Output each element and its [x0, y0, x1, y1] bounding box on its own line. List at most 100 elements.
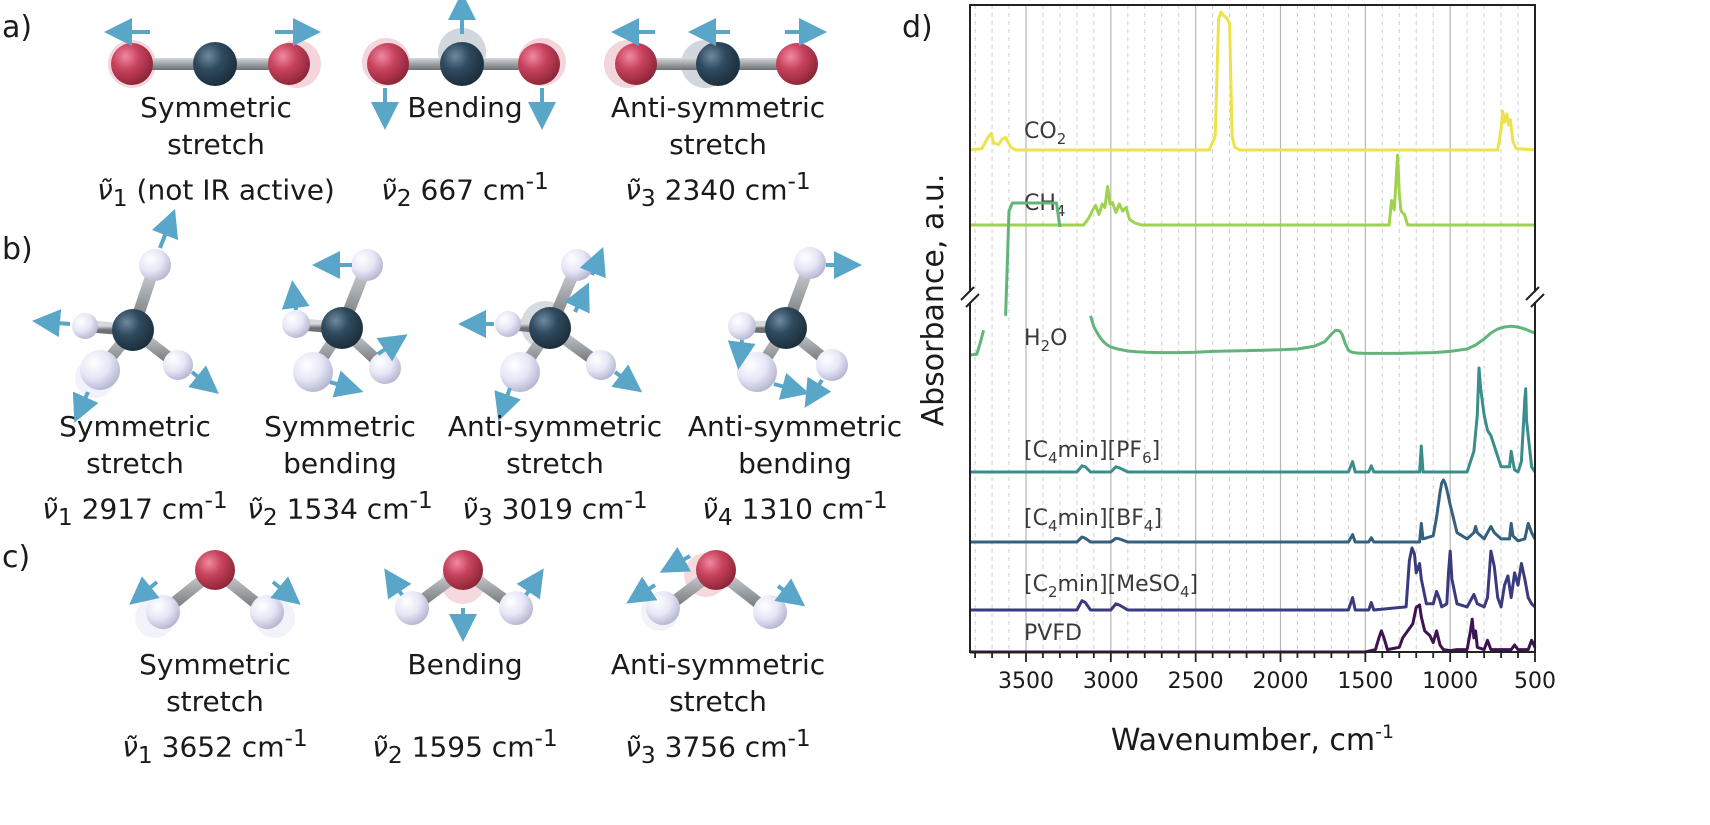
axis-break-gap: [962, 292, 978, 302]
mode-frequency: ν̃1 (not IR active): [96, 163, 336, 217]
mode-name-line2: stretch: [669, 685, 767, 718]
mode-value: 2340 cm: [655, 173, 788, 207]
nu-symbol: ν̃: [702, 492, 718, 526]
mode-index: 1: [112, 183, 128, 212]
mode-value: (not IR active): [127, 173, 335, 207]
mode-value: 1595 cm: [402, 730, 535, 764]
nu-symbol: ν̃: [42, 492, 58, 526]
panel-a-label: a): [2, 10, 33, 45]
nu-symbol: ν̃: [372, 730, 388, 764]
x-axis-title: Wavenumber, cm-1: [1111, 721, 1394, 758]
co2-mode-3-label: Anti-symmetric stretch ν̃3 2340 cm-1: [600, 89, 836, 217]
unit-exponent: -1: [284, 724, 308, 752]
mode-frequency: ν̃3 3019 cm-1: [440, 482, 670, 536]
ch4-symmetric-bending: [281, 249, 408, 398]
plot-frame: [969, 4, 1536, 653]
unit-exponent: -1: [534, 724, 558, 752]
series-line-0: [969, 10, 1536, 152]
panel-b-label: b): [2, 232, 33, 267]
mode-value: 2917 cm: [72, 492, 205, 526]
h2o-bending: [384, 550, 544, 642]
mode-name-line2: stretch: [167, 128, 265, 161]
ch4-mode-2-label: Symmetric bending ν̃2 1534 cm-1: [240, 408, 440, 536]
molecules-illustration: [32, 0, 862, 642]
x-tick-label: 3000: [1083, 669, 1139, 694]
mode-index: 3: [640, 183, 656, 212]
mode-value: 3019 cm: [492, 492, 625, 526]
y-axis-title: Absorbance, a.u.: [916, 174, 951, 427]
h2o-mode-2-label: Bending ν̃2 1595 cm-1: [360, 646, 570, 774]
unit-exponent: -1: [787, 724, 811, 752]
series-line-1: [970, 153, 1535, 227]
series-label-4: [C4min][BF4]: [1024, 506, 1162, 535]
nu-symbol: ν̃: [462, 492, 478, 526]
axis-break-mark: [1530, 293, 1545, 308]
mode-frequency: ν̃1 2917 cm-1: [35, 482, 235, 536]
panel-c-label: c): [2, 540, 31, 575]
nu-symbol: ν̃: [625, 730, 641, 764]
mode-name-line1: Symmetric: [139, 648, 291, 681]
mode-name-line2: bending: [283, 447, 397, 480]
mode-frequency: ν̃2 1595 cm-1: [360, 720, 570, 774]
axis-break-mark: [1525, 286, 1540, 301]
unit-exponent: -1: [525, 167, 549, 195]
x-tick-label: 500: [1514, 669, 1556, 694]
h2o-mode-3-label: Anti-symmetric stretch ν̃3 3756 cm-1: [600, 646, 836, 774]
series-label-6: PVFD: [1024, 621, 1082, 646]
nu-symbol: ν̃: [122, 730, 138, 764]
unit-exponent: -1: [787, 167, 811, 195]
series-line-5: [970, 546, 1537, 612]
mode-name-line2: stretch: [506, 447, 604, 480]
mode-value: 1310 cm: [732, 492, 865, 526]
series-label-2: H2O: [1024, 326, 1067, 355]
mode-value: 3652 cm: [152, 730, 285, 764]
ch4-mode-3-label: Anti-symmetric stretch ν̃3 3019 cm-1: [440, 408, 670, 536]
x-tick-label: 1500: [1337, 669, 1393, 694]
series-line-6: [970, 603, 1537, 654]
nu-symbol: ν̃: [97, 173, 113, 207]
mode-name-line1: Symmetric: [140, 91, 292, 124]
mode-name-line1: Anti-symmetric: [687, 410, 903, 443]
series-line-3: [970, 366, 1537, 474]
series-line-2: [969, 201, 1536, 357]
mode-name-line2: stretch: [166, 685, 264, 718]
mode-name-line1: Symmetric: [59, 410, 211, 443]
mode-name-line2: stretch: [669, 128, 767, 161]
mode-frequency: ν̃2 1534 cm-1: [240, 482, 440, 536]
co2-bending: [362, 0, 566, 130]
mode-value: 667 cm: [411, 173, 526, 207]
co2-mode-1-label: Symmetric stretch ν̃1 (not IR active): [96, 89, 336, 217]
mode-name-line1: Symmetric: [264, 410, 416, 443]
ch4-symmetric-stretch: [32, 208, 219, 423]
nu-symbol: ν̃: [247, 492, 263, 526]
ch4-antisymmetric-stretch: [458, 247, 643, 422]
series-label-3: [C4min][PF6]: [1024, 438, 1160, 467]
mode-name-line1: Anti-symmetric: [447, 410, 663, 443]
mode-value: 1534 cm: [277, 492, 410, 526]
mode-name-line2: bending: [738, 447, 852, 480]
unit-exponent: -1: [409, 486, 433, 514]
mode-frequency: ν̃1 3652 cm-1: [110, 720, 320, 774]
co2-antisymmetric-stretch: [604, 18, 827, 88]
mode-name-line1: Anti-symmetric: [610, 648, 826, 681]
x-tick-label: 2000: [1252, 669, 1308, 694]
mode-index: 2: [387, 740, 403, 769]
series-label-0: CO2: [1024, 119, 1066, 148]
h2o-mode-1-label: Symmetric stretch ν̃1 3652 cm-1: [110, 646, 320, 774]
mode-name-line1: Anti-symmetric: [610, 91, 826, 124]
co2-mode-2-label: Bending ν̃2 667 cm-1: [350, 89, 580, 217]
mode-name-line1: Bending: [407, 91, 523, 124]
series-line-4: [970, 478, 1537, 544]
mode-index: 1: [137, 740, 153, 769]
mode-index: 3: [640, 740, 656, 769]
mode-index: 2: [396, 183, 412, 212]
mode-index: 4: [717, 502, 733, 531]
mode-frequency: ν̃3 2340 cm-1: [600, 163, 836, 217]
unit-exponent: -1: [204, 486, 228, 514]
mode-name-line1: Bending: [407, 648, 523, 681]
h2o-antisymmetric-stretch: [626, 546, 806, 631]
mode-index: 3: [477, 502, 493, 531]
mode-frequency: ν̃3 3756 cm-1: [600, 720, 836, 774]
ch4-antisymmetric-bending: [727, 247, 862, 408]
